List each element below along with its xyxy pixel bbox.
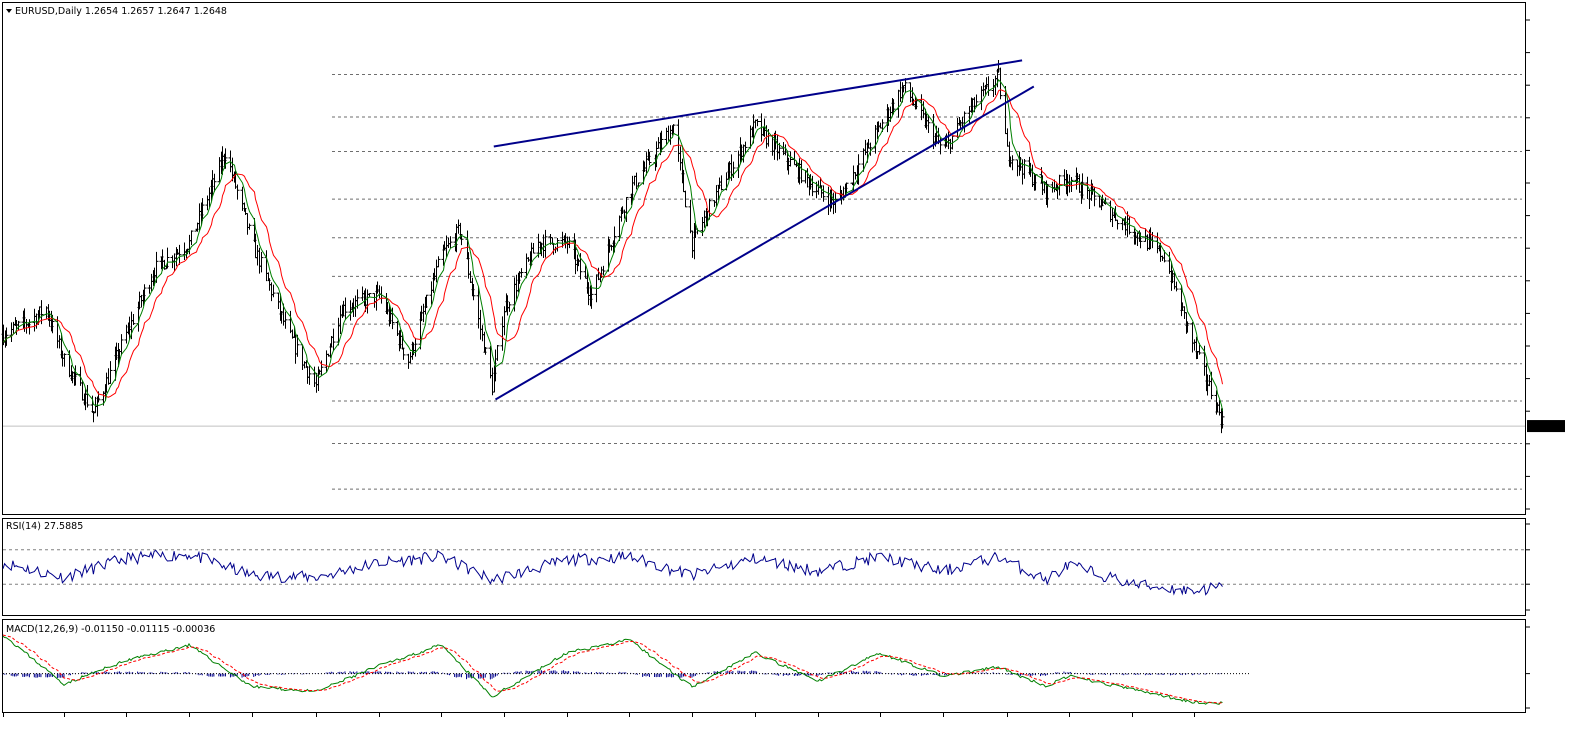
price-bar [471,283,476,301]
price-bar [390,307,395,330]
main-panel-frame [2,2,1526,515]
price-bar [755,119,760,127]
price-bar [1115,219,1120,230]
price-bar [719,175,724,191]
price-bar [624,196,629,222]
price-bar [868,142,873,156]
price-bar [1010,155,1015,171]
rsi-title: RSI(14) 27.5885 [6,521,83,532]
macd-title: MACD(12,26,9) -0.01150 -0.01115 -0.00036 [6,624,215,635]
moving-average-green [3,79,1223,412]
price-bar [1080,173,1085,199]
price-bar [659,130,664,153]
price-bar [4,327,9,346]
price-bar [743,141,748,154]
price-bar [810,175,815,197]
price-bar [189,230,194,246]
price-bar [16,320,21,331]
main-title: EURUSD,Daily 1.2654 1.2657 1.2647 1.2648 [15,6,227,17]
price-bar [200,198,205,221]
trendline-lower [494,85,1035,401]
price-bar [85,385,90,408]
price-bar [73,365,78,386]
price-bar [543,229,548,258]
price-bar [295,334,300,357]
price-bar [788,151,793,167]
price-bar [448,236,453,249]
price-bar [108,361,113,384]
trendline-upper [493,59,1023,148]
price-bar [1220,408,1225,429]
price-bar [424,294,429,309]
current-price-box [1527,420,1565,433]
price-bar [413,337,418,357]
price-bar [495,345,500,361]
price-bar [62,353,67,367]
price-bar [259,251,264,273]
price-bar [601,265,606,276]
price-bar [903,78,908,94]
price-bar [401,347,406,360]
price-bar [647,151,652,166]
price-bar [507,301,512,312]
price-bar [844,182,849,194]
macd-panel-frame [2,619,1526,713]
symbol-menu-icon[interactable] [6,9,12,13]
price-bar [212,173,217,192]
rsi-plot [2,523,1530,611]
price-bar [799,160,804,184]
price-bar [1022,158,1027,179]
price-bar [331,328,336,352]
price-bar [926,114,931,133]
price-bar [1174,281,1179,292]
price-bar [1045,183,1050,208]
macd-signal-line [2,634,1223,704]
price-bar [1127,216,1132,235]
price-bar [247,223,252,230]
price-bar [154,251,159,283]
price-bar [165,247,170,269]
price-bar [319,360,324,376]
price-bar [283,311,288,329]
price-bar [177,244,182,265]
price-bar [589,285,594,309]
price-bar [856,154,861,185]
price-bar [483,346,488,355]
price-bar [777,142,782,160]
price-bar [998,67,1003,100]
rsi-panel-frame [2,518,1526,616]
price-bar [519,268,524,278]
price-plot [1,19,1565,510]
price-bar [1185,321,1190,333]
price-bar [683,190,688,208]
moving-average-red [3,89,1223,398]
price-bar [1069,176,1074,193]
price-bar [271,284,276,298]
price-bar [343,297,348,320]
rsi-line [2,549,1223,596]
price-bar [531,242,536,254]
price-bar [235,184,240,200]
price-bar [119,334,124,356]
macd-plot [2,626,1530,709]
price-bar [1092,186,1097,207]
price-bar [367,293,372,297]
price-bar [131,313,136,326]
price-bar [821,185,826,202]
price-bar [436,256,441,268]
macd-line [2,635,1223,705]
price-bar [142,284,147,304]
price-bar [307,365,312,385]
price-bar [962,111,967,133]
x-axis [3,713,1195,717]
